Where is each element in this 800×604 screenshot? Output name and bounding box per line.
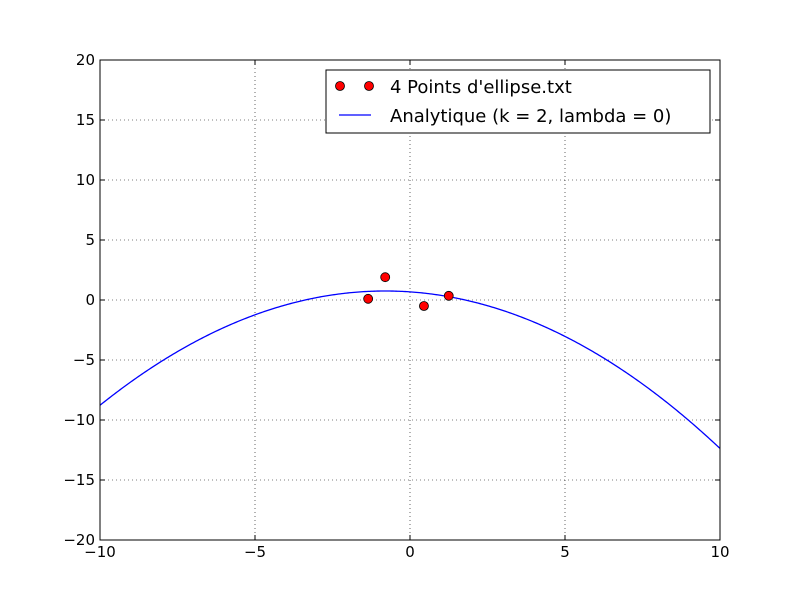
y-tick-label: 15 [76,111,95,129]
x-tick-label: −5 [244,543,266,561]
x-tick-label: −10 [84,543,116,561]
x-tick-label: 5 [560,543,570,561]
legend: 4 Points d'ellipse.txt Analytique (k = 2… [325,69,711,134]
data-point [380,272,391,283]
data-point [363,293,374,304]
y-tick-label: 10 [76,171,95,189]
data-points-layer [363,272,454,311]
y-tick-label: −20 [63,531,95,549]
y-tick-label: 0 [85,291,95,309]
legend-box [325,69,711,134]
legend-marker-sample [335,81,374,91]
x-tick-label: 0 [405,543,415,561]
legend-marker [335,81,345,91]
y-tick-label: −5 [73,351,95,369]
analytic-curve [100,290,720,449]
axis-tick-labels: −10 −5 0 5 10 20 15 10 5 0 −5 −10 −15 −20 [63,51,729,561]
y-tick-label: 5 [85,231,95,249]
legend-marker [364,81,374,91]
axis-ticks [99,59,721,541]
legend-label-points: 4 Points d'ellipse.txt [390,77,572,98]
y-tick-label: −10 [63,411,95,429]
y-tick-label: 20 [76,51,95,69]
data-point [443,290,454,301]
x-tick-label: 10 [710,543,729,561]
analytic-curve-layer [100,290,720,449]
y-tick-label: −15 [63,471,95,489]
legend-label-analytic: Analytique (k = 2, lambda = 0) [390,106,671,127]
data-point [419,301,429,311]
